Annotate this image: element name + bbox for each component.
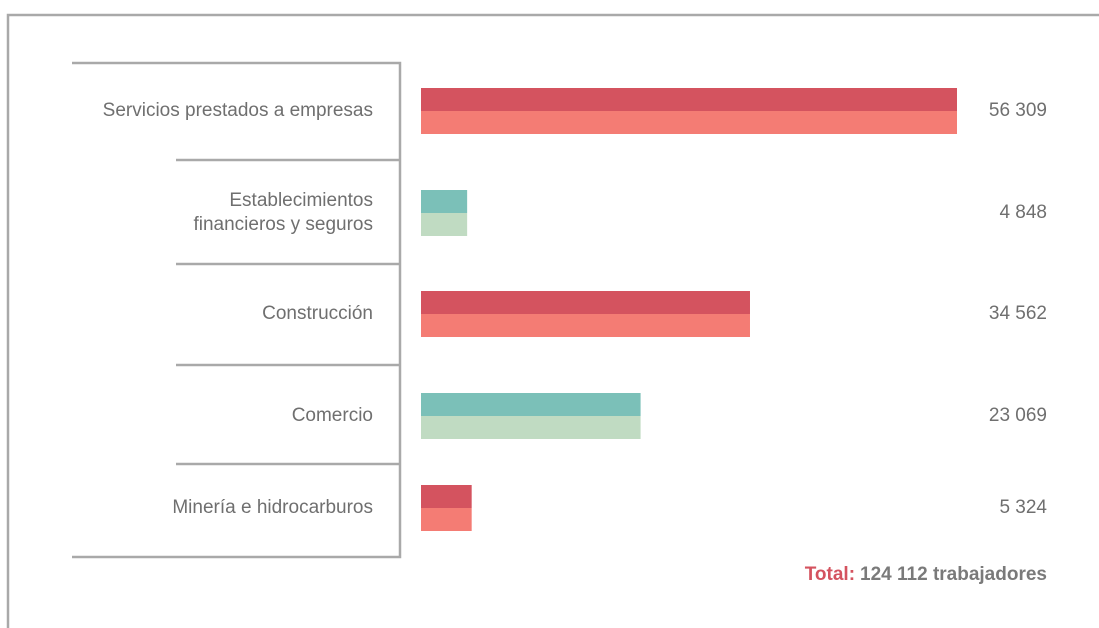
value-label: 34 562 — [989, 303, 1047, 324]
total-label: Total: — [805, 564, 855, 585]
category-label: Comercio — [292, 405, 373, 426]
row-dividers — [176, 158, 400, 466]
total-text: 124 112 trabajadores — [860, 564, 1047, 585]
bar — [421, 291, 750, 337]
label-bracket — [72, 61, 402, 559]
bar — [421, 88, 957, 134]
value-label: 4 848 — [999, 202, 1047, 223]
category-label: Servicios prestados a empresas — [103, 100, 373, 121]
bar — [421, 485, 472, 531]
total: Total: 124 112 trabajadores — [805, 564, 1047, 585]
bar — [421, 190, 468, 236]
value-label: 5 324 — [999, 497, 1047, 518]
value-label: 23 069 — [989, 405, 1047, 426]
bar — [421, 393, 641, 439]
value-label: 56 309 — [989, 100, 1047, 121]
category-label: Construcción — [262, 303, 373, 324]
category-label: Establecimientos — [229, 190, 373, 211]
category-label: Minería e hidrocarburos — [172, 497, 373, 518]
frame — [6, 13, 1099, 628]
category-label: financieros y seguros — [193, 214, 373, 235]
